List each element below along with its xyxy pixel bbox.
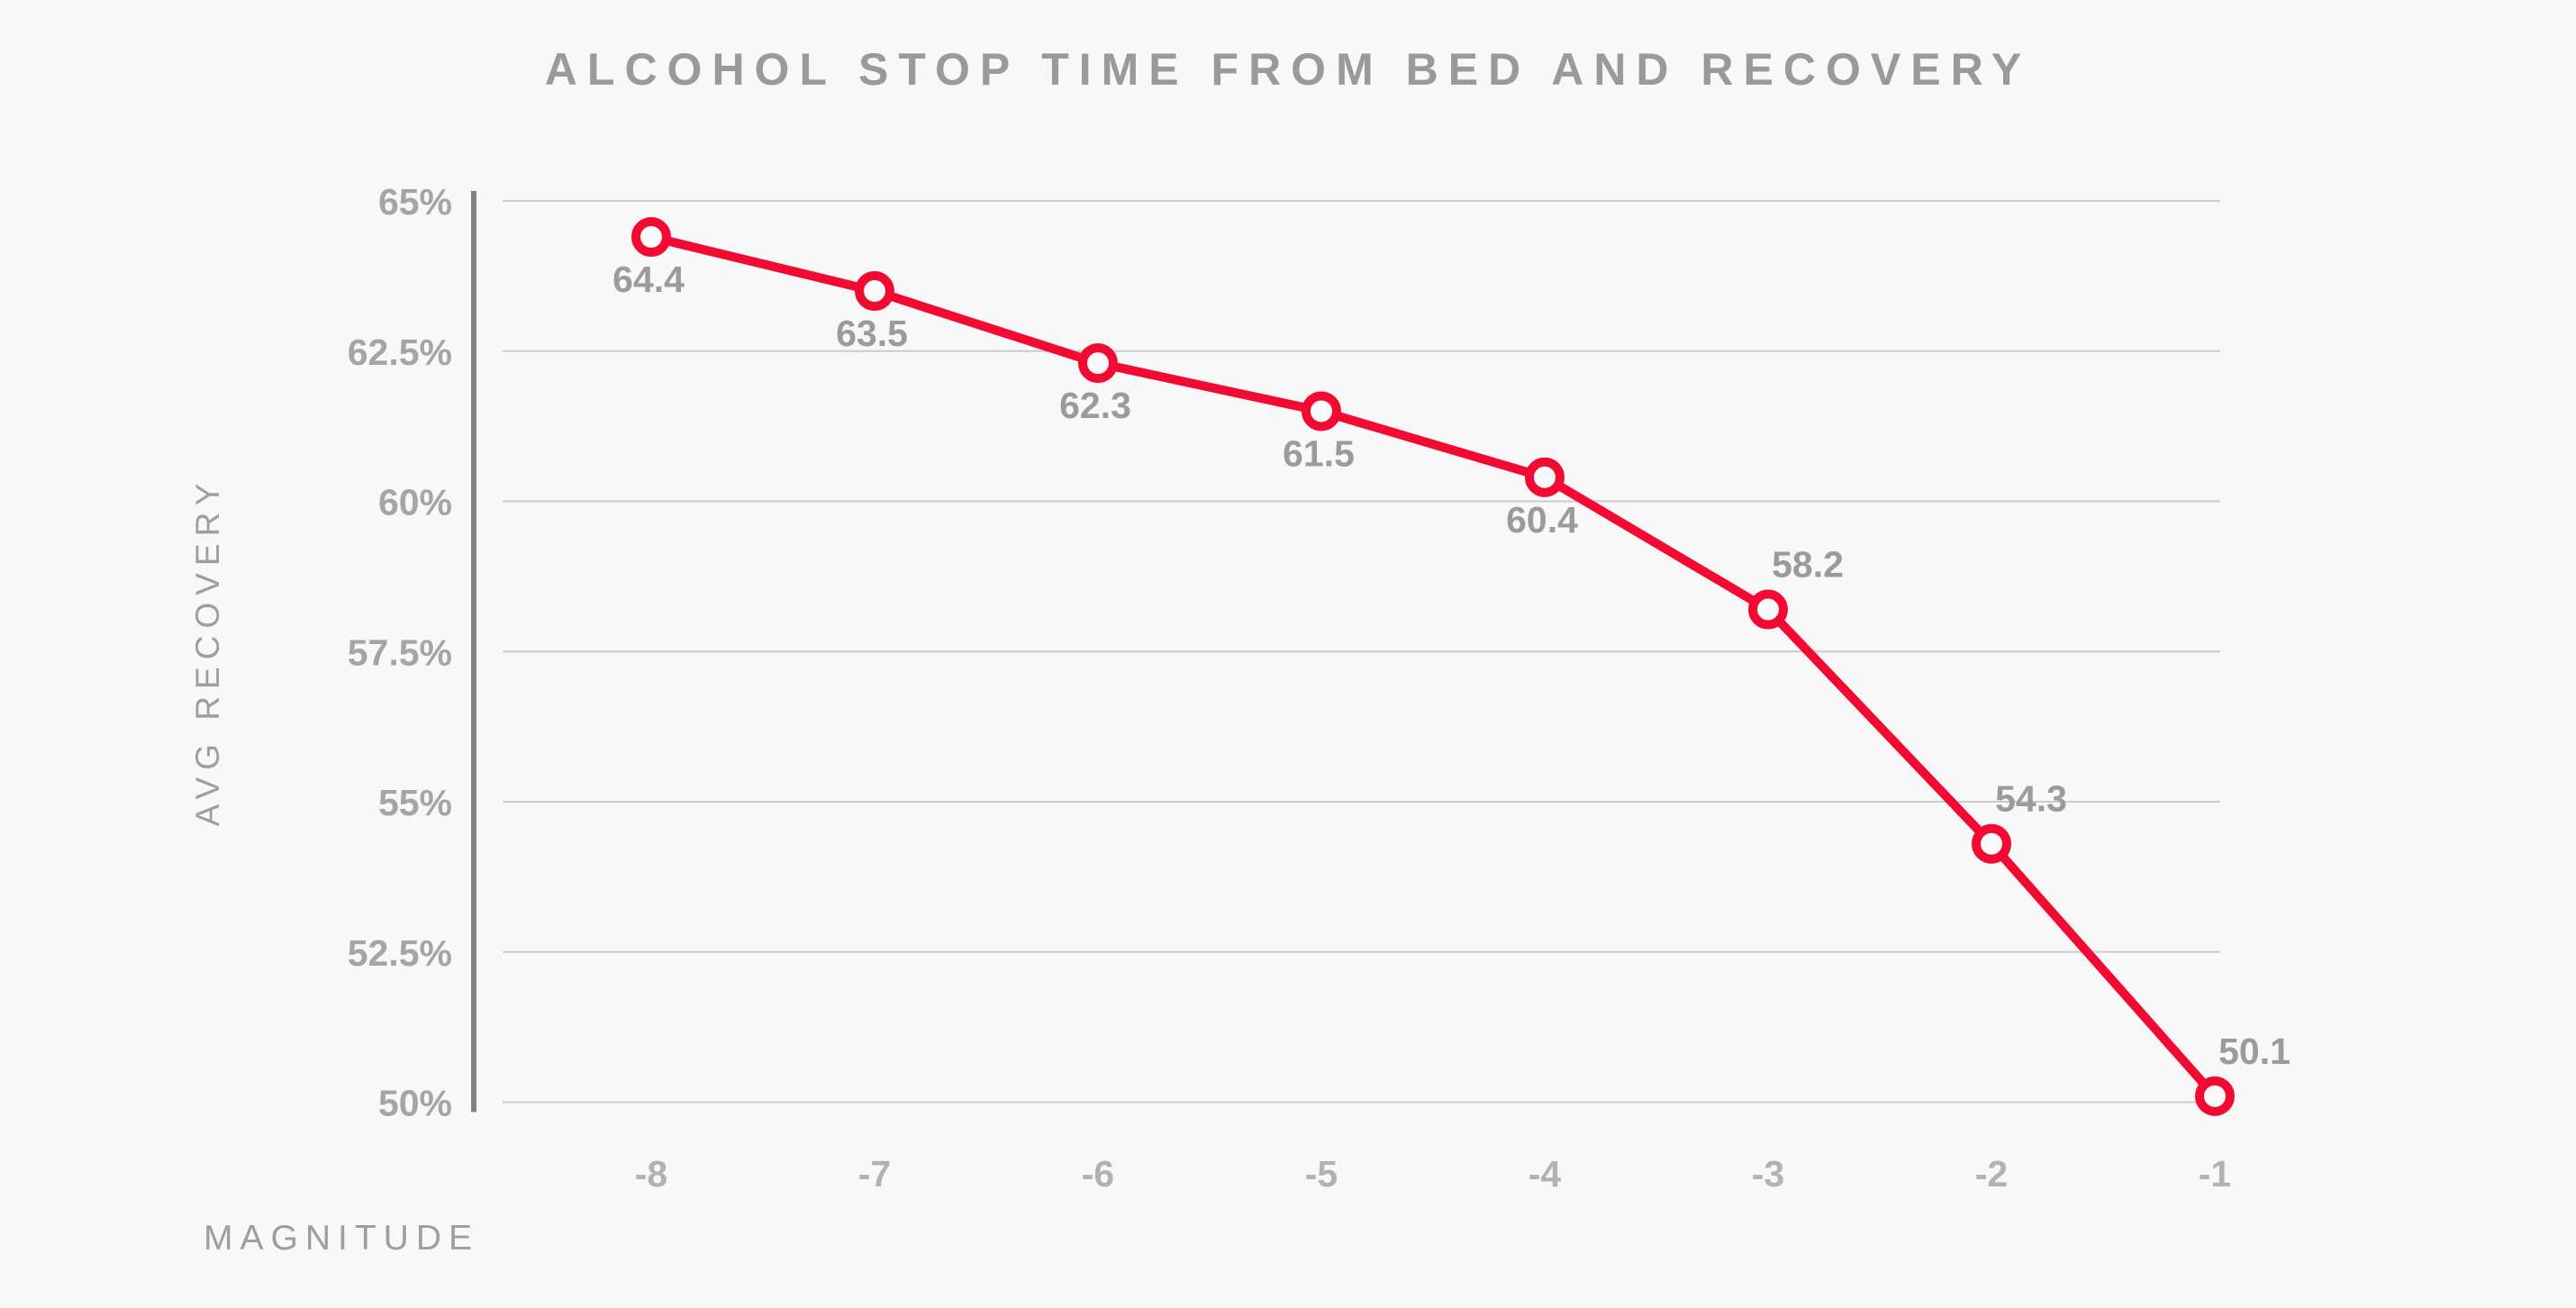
data-point-label: 58.2 [1772, 544, 1844, 586]
y-tick-label: 52.5% [348, 932, 452, 974]
data-point-label: 61.5 [1283, 432, 1355, 474]
data-point [855, 271, 894, 312]
x-tick-label: -3 [1752, 1153, 1784, 1194]
x-tick-label: -1 [2199, 1153, 2231, 1194]
data-point-label: 60.4 [1506, 499, 1578, 540]
data-point [1525, 457, 1565, 497]
data-point [631, 217, 671, 258]
data-point-label: 62.3 [1059, 385, 1131, 426]
y-tick-label: 62.5% [348, 332, 452, 373]
data-point [1078, 343, 1118, 384]
y-tick-label: 60% [378, 482, 452, 523]
series-line [647, 232, 2219, 1101]
y-tick-label: 57.5% [348, 631, 452, 673]
y-tick-label: 55% [378, 782, 452, 823]
x-axis-title: MAGNITUDE [204, 1219, 479, 1258]
x-tick-label: -6 [1082, 1153, 1114, 1194]
data-point [1972, 823, 2011, 864]
x-tick-label: -8 [635, 1153, 667, 1194]
data-point-label: 63.5 [836, 313, 908, 354]
x-tick-label: -7 [858, 1153, 891, 1194]
chart-title: ALCOHOL STOP TIME FROM BED AND RECOVERY [544, 44, 2032, 95]
y-tick-label: 65% [378, 181, 452, 223]
x-tick-label: -4 [1528, 1153, 1562, 1194]
data-point [2195, 1076, 2235, 1116]
data-point [1748, 589, 1788, 630]
data-point [1302, 391, 1341, 431]
data-point-label: 50.1 [2218, 1031, 2290, 1072]
x-tick-label: -2 [1975, 1153, 2008, 1194]
x-tick-label: -5 [1305, 1153, 1338, 1194]
data-point-label: 54.3 [1995, 778, 2067, 820]
data-point-label: 64.4 [612, 259, 685, 300]
y-tick-label: 50% [378, 1083, 452, 1124]
